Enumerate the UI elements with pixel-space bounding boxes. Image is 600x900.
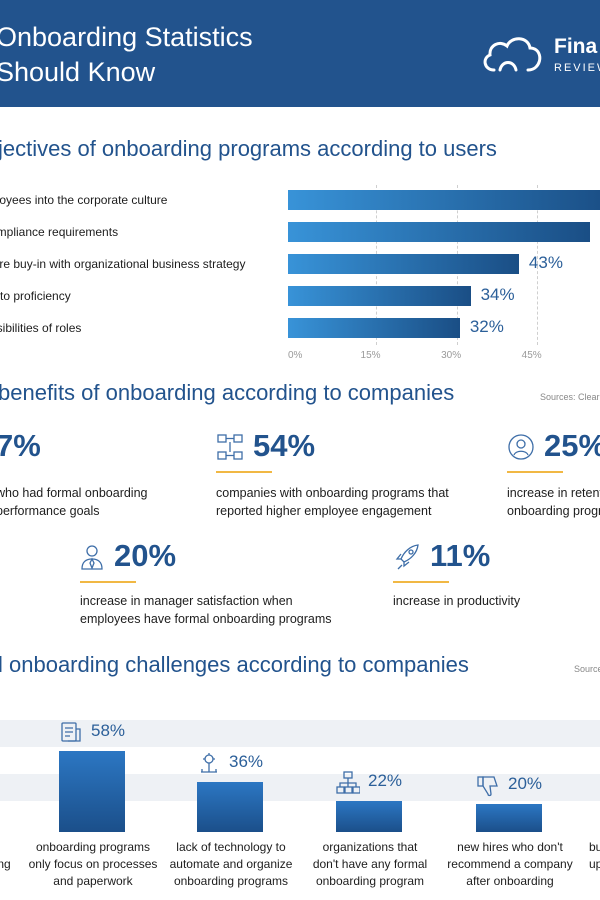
checklist-icon xyxy=(61,722,81,742)
challenge-value: 58% xyxy=(91,720,126,740)
accent-line xyxy=(216,471,272,473)
objectives-title: jectives of onboarding programs accordin… xyxy=(0,136,497,161)
title-line-2: Should Know xyxy=(0,57,156,87)
benefit-value: 7% xyxy=(0,428,41,463)
challenge-bar xyxy=(336,801,402,832)
challenge-value: 36% xyxy=(229,751,264,771)
title-line-1: Onboarding Statistics xyxy=(0,22,253,52)
benefit-text: who had formal onboarding performance goa… xyxy=(0,486,148,518)
objective-value: 32% xyxy=(469,317,504,336)
objective-label: e to proficiency xyxy=(0,289,71,303)
challenge-label: buupg xyxy=(589,840,600,871)
axis-tick-label: 30% xyxy=(441,350,462,361)
cloud-logo-icon xyxy=(483,37,542,72)
benefit-text: companies with onboarding programs that r… xyxy=(216,486,449,518)
employee-badge-icon xyxy=(508,434,534,460)
manager-icon xyxy=(81,545,103,570)
axis-tick-label: 45% xyxy=(521,350,542,361)
objective-label: ployees into the corporate culture xyxy=(0,193,168,207)
axis-tick-label: 15% xyxy=(360,350,381,361)
logo-name: Fina xyxy=(554,35,598,58)
header-banner: Onboarding Statistics Should Know Fina R… xyxy=(0,0,600,107)
challenges-title: l onboarding challenges according to com… xyxy=(0,652,469,677)
objective-bar xyxy=(288,222,590,242)
background-band xyxy=(0,720,600,747)
challenge-value: 22% xyxy=(368,771,403,791)
benefit-text: increase in productivity xyxy=(393,594,521,608)
benefit-value: 25% xyxy=(544,428,600,463)
benefit-text: increase in manager satisfaction when emp… xyxy=(80,594,332,626)
objective-value: 34% xyxy=(480,285,515,304)
challenge-label: new hires who don't recommend a company af… xyxy=(447,840,573,888)
benefit-value: 20% xyxy=(114,538,177,573)
grid-line xyxy=(537,185,538,345)
benefit-text: increase in retent onboarding progr xyxy=(507,486,600,518)
challenge-label: ng xyxy=(0,857,11,871)
objective-label: ompliance requirements xyxy=(0,225,119,239)
challenge-bar xyxy=(476,804,542,832)
gear-network-icon xyxy=(201,752,217,773)
logo-subtitle: REVIEW xyxy=(554,62,600,74)
challenge-label: lack of technology to automate and organi… xyxy=(169,840,293,888)
challenge-label: organizations that don't have any formal o… xyxy=(312,840,428,888)
challenge-label: onboarding programs only focus on process… xyxy=(28,840,158,888)
accent-line xyxy=(393,581,449,583)
rocket-icon xyxy=(395,544,419,570)
accent-line xyxy=(80,581,136,583)
challenge-value: 20% xyxy=(508,774,543,793)
sitemap-icon xyxy=(336,771,360,794)
challenges-source: Source xyxy=(574,664,600,674)
challenge-bar xyxy=(197,781,263,832)
objective-bar xyxy=(288,318,460,338)
benefit-value: 54% xyxy=(253,428,316,463)
thumbs-down-icon xyxy=(477,776,498,797)
objective-bar xyxy=(288,286,471,306)
challenge-bar xyxy=(59,750,125,832)
objective-bar xyxy=(288,254,519,274)
objective-value: 43% xyxy=(528,253,563,272)
benefits-title: benefits of onboarding according to comp… xyxy=(0,380,455,405)
org-chart-icon xyxy=(217,434,243,460)
objectives-source: Sources: ClearC xyxy=(540,392,600,402)
objective-label: nsibilities of roles xyxy=(0,321,82,335)
axis-tick-label: 0% xyxy=(288,350,303,361)
objective-bar xyxy=(288,190,600,210)
page-title: Onboarding Statistics Should Know xyxy=(0,20,253,90)
benefit-value: 11% xyxy=(430,538,491,573)
accent-line xyxy=(507,471,563,473)
objective-label: hire buy-in with organizational business… xyxy=(0,257,246,271)
